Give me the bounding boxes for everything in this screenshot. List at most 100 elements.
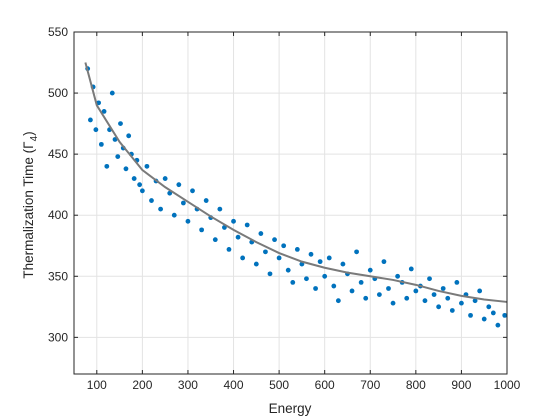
scatter-point [304, 276, 309, 282]
scatter-point [440, 286, 446, 291]
y-axis-label-text: Thermalization Time ( [21, 148, 36, 278]
scatter-point [459, 300, 464, 306]
scatter-point [253, 261, 259, 267]
scatter-point [472, 298, 478, 304]
x-axis-ticks: 100 200 300 400 500 600 700 800 900 1000 [87, 32, 521, 392]
scatter-point [331, 283, 337, 289]
scatter-point [477, 288, 483, 294]
scatter-point [390, 300, 396, 306]
scatter-point [358, 279, 364, 285]
scatter-point [123, 166, 129, 172]
scatter-point [468, 312, 473, 318]
y-tick-label: 550 [48, 25, 68, 39]
scatter-point [139, 188, 145, 194]
y-tick-label: 450 [48, 147, 68, 161]
scatter-point [376, 292, 382, 298]
y-axis-ticks: 300 350 400 450 500 550 [48, 25, 507, 344]
scatter-point [162, 176, 168, 181]
scatter-point [137, 182, 143, 188]
y-tick-label: 400 [48, 208, 68, 222]
plot-area [74, 32, 507, 374]
scatter-point [381, 259, 387, 265]
scatter-point [180, 200, 186, 206]
plot-frame [73, 31, 508, 375]
scatter-point [167, 190, 173, 196]
scatter-point [436, 304, 442, 310]
scatter-point [93, 127, 99, 133]
scatter-point [340, 261, 346, 267]
scatter-point [354, 249, 359, 255]
scatter-point [349, 288, 355, 294]
scatter-point [199, 227, 205, 233]
scatter-point [88, 117, 93, 123]
fit-curve [84, 62, 508, 303]
scatter-point [212, 237, 218, 243]
x-tick-label: 400 [224, 378, 244, 392]
scatter-point [363, 295, 369, 301]
scatter-point [118, 121, 123, 127]
y-tick-label: 300 [48, 330, 68, 344]
scatter-point [131, 176, 137, 181]
scatter-point [231, 218, 236, 224]
scatter-point [326, 255, 332, 261]
scatter-point [285, 267, 291, 273]
scatter-point [235, 234, 241, 240]
x-tick-label: 1000 [494, 378, 521, 392]
scatter-point [126, 133, 132, 139]
scatter-point [486, 304, 492, 310]
scatter-point [367, 267, 373, 273]
scatter-point [449, 308, 455, 313]
scatter-point [109, 90, 115, 96]
x-tick-label: 700 [360, 378, 380, 392]
scatter-point [427, 276, 432, 282]
scatter-point [185, 218, 191, 224]
scatter-point [413, 288, 419, 294]
scatter-point [101, 108, 107, 114]
x-axis-label: Energy [269, 401, 312, 416]
y-axis-label-subscript: 4 [29, 135, 40, 141]
scatter-point [454, 279, 460, 285]
scatter-point [171, 212, 177, 218]
scatter-point [176, 182, 182, 188]
scatter-point [149, 198, 154, 203]
scatter-point [263, 249, 268, 255]
scatter-point [258, 231, 264, 236]
x-tick-label: 100 [87, 378, 107, 392]
scatter-point [115, 154, 121, 159]
scatter-point [98, 141, 104, 147]
scatter-point [267, 271, 273, 277]
scatter-point [495, 322, 501, 328]
scatter-point [240, 255, 246, 261]
scatter-point [322, 273, 328, 279]
scatter-point [481, 316, 487, 322]
scatter-point [294, 247, 300, 252]
scatter-point [313, 286, 318, 291]
scatter-point [490, 310, 496, 316]
scatter-point [502, 312, 508, 318]
scatter-point [158, 206, 164, 212]
scatter-point [395, 273, 401, 279]
scatter-point [203, 198, 209, 203]
scatter-point [276, 255, 282, 261]
scatter-point [422, 298, 428, 304]
scatter-point [190, 188, 195, 194]
scatter-point [386, 286, 391, 291]
scatter-point [404, 295, 410, 301]
scatter-point [272, 237, 277, 243]
scatter-point [445, 295, 451, 301]
x-tick-label: 300 [178, 378, 198, 392]
x-tick-label: 200 [132, 378, 152, 392]
scatter-point [308, 251, 314, 257]
scatter-point [290, 279, 296, 285]
scatter-point [226, 247, 232, 252]
scatter-point [244, 222, 250, 228]
scatter-point [104, 163, 110, 169]
y-tick-label: 500 [48, 86, 68, 100]
x-tick-label: 800 [406, 378, 426, 392]
scatter-point [335, 298, 341, 304]
scatter-point [281, 243, 287, 249]
x-tick-label: 500 [269, 378, 289, 392]
y-axis-label-close: ) [21, 131, 36, 136]
y-axis-label-symbol: Γ [21, 141, 36, 149]
scatter-point [431, 292, 437, 298]
